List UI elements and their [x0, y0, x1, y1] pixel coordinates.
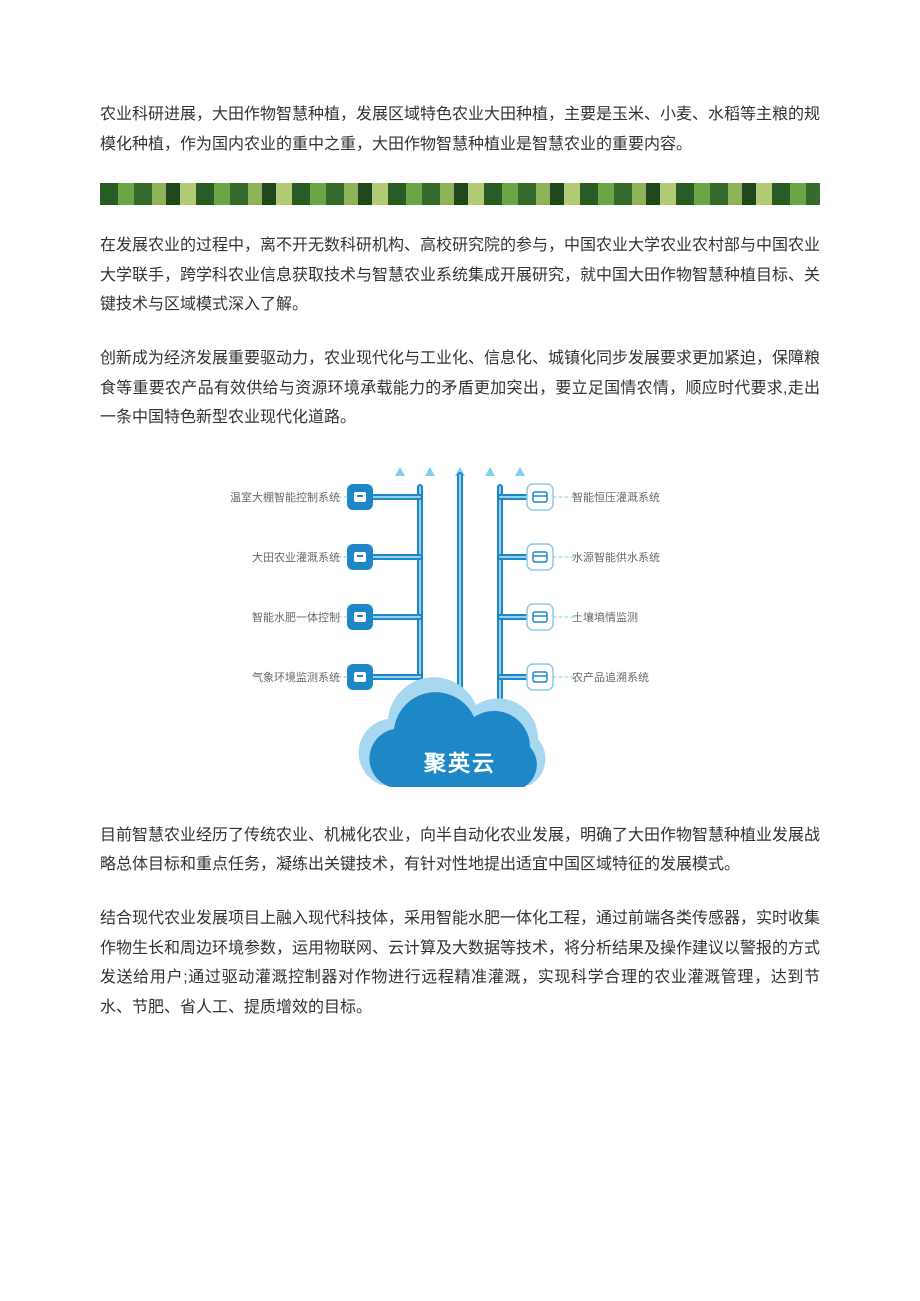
image-divider-band: [100, 183, 820, 205]
paragraph-3: 创新成为经济发展重要驱动力，农业现代化与工业化、信息化、城镇化同步发展要求更加紧…: [100, 344, 820, 433]
left-node-label: 大田农业灌溉系统: [252, 550, 340, 564]
left-node-icon: [347, 484, 373, 510]
diagram-svg: 温室大棚智能控制系统大田农业灌溉系统智能水肥一体控制气象环境监测系统 智能恒压灌溉…: [200, 457, 720, 817]
right-node-icon: [527, 664, 553, 690]
left-node-icon: [347, 604, 373, 630]
paragraph-2: 在发展农业的过程中，离不开无数科研机构、高校研究院的参与，中国农业大学农业农村部…: [100, 231, 820, 320]
cloud-system-diagram: 温室大棚智能控制系统大田农业灌溉系统智能水肥一体控制气象环境监测系统 智能恒压灌溉…: [200, 457, 720, 817]
paragraph-1: 农业科研进展，大田作物智慧种植，发展区域特色农业大田种植，主要是玉米、小麦、水稻…: [100, 100, 820, 159]
right-node-icon: [527, 484, 553, 510]
left-node-icon: [347, 544, 373, 570]
right-node-icon: [527, 544, 553, 570]
right-node-label: 农产品追溯系统: [572, 670, 649, 684]
right-node-label: 智能恒压灌溉系统: [572, 490, 660, 504]
right-node-icon: [527, 604, 553, 630]
left-node-label: 智能水肥一体控制: [252, 610, 340, 624]
right-node-label: 土壤墒情监测: [572, 610, 638, 624]
right-node-label: 水源智能供水系统: [572, 550, 660, 564]
cloud-label: 聚英云: [423, 751, 496, 776]
left-node-icon: [347, 664, 373, 690]
paragraph-5: 结合现代农业发展项目上融入现代科技体，采用智能水肥一体化工程，通过前端各类传感器…: [100, 904, 820, 1022]
cloud-icon: 聚英云: [359, 677, 546, 787]
left-node-label: 气象环境监测系统: [252, 670, 340, 684]
paragraph-4: 目前智慧农业经历了传统农业、机械化农业，向半自动化农业发展，明确了大田作物智慧种…: [100, 821, 820, 880]
left-node-label: 温室大棚智能控制系统: [230, 490, 340, 504]
